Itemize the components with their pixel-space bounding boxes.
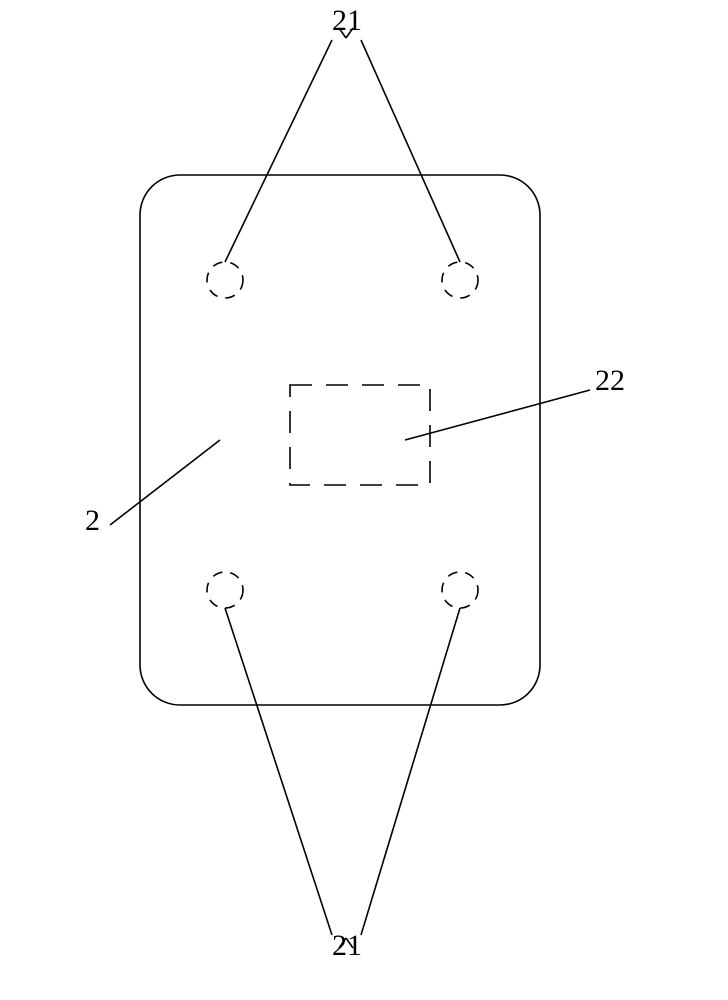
leader-line (225, 40, 332, 262)
hole-circle (207, 262, 243, 298)
hole-circle (207, 572, 243, 608)
hole-circle (442, 572, 478, 608)
label-right: 22 (595, 364, 625, 397)
label-bottom: 21 (332, 929, 362, 962)
center-rect (290, 385, 430, 485)
leader-line (361, 608, 460, 935)
label-top: 21 (332, 4, 362, 37)
leader-line (405, 390, 590, 440)
label-left: 2 (85, 504, 100, 537)
leader-line (225, 608, 332, 935)
leader-line (110, 440, 220, 525)
plate-outline (140, 175, 540, 705)
hole-circle (442, 262, 478, 298)
leader-line (361, 40, 460, 262)
